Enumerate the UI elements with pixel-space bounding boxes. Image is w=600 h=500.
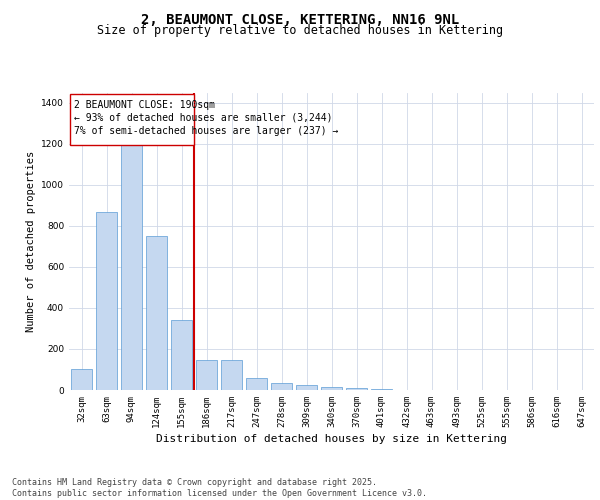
Text: 2, BEAUMONT CLOSE, KETTERING, NN16 9NL: 2, BEAUMONT CLOSE, KETTERING, NN16 9NL [141, 12, 459, 26]
Text: Contains HM Land Registry data © Crown copyright and database right 2025.
Contai: Contains HM Land Registry data © Crown c… [12, 478, 427, 498]
Bar [96, 212, 117, 390]
Bar [71, 370, 92, 390]
Bar [196, 360, 217, 390]
Bar [171, 320, 192, 390]
Bar [321, 387, 342, 390]
Bar [346, 388, 367, 390]
Bar [221, 360, 242, 390]
Text: Size of property relative to detached houses in Kettering: Size of property relative to detached ho… [97, 24, 503, 37]
Bar [246, 378, 267, 390]
Bar [121, 130, 142, 390]
Bar [271, 383, 292, 390]
Text: 2 BEAUMONT CLOSE: 190sqm
← 93% of detached houses are smaller (3,244)
7% of semi: 2 BEAUMONT CLOSE: 190sqm ← 93% of detach… [74, 100, 338, 136]
Y-axis label: Number of detached properties: Number of detached properties [26, 150, 35, 332]
Bar [146, 236, 167, 390]
Bar [296, 385, 317, 390]
X-axis label: Distribution of detached houses by size in Kettering: Distribution of detached houses by size … [156, 434, 507, 444]
FancyBboxPatch shape [70, 94, 194, 145]
Bar [371, 389, 392, 390]
